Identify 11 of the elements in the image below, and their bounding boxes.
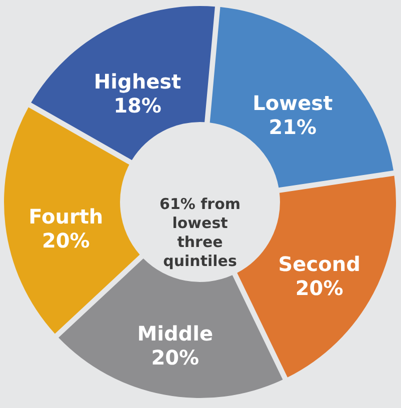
slice-label: Middle [137, 322, 214, 346]
slice-label: Second [278, 252, 360, 276]
data-label: 20% [42, 228, 90, 253]
data-label: 18% [114, 93, 162, 118]
data-label: 20% [151, 346, 200, 370]
text: 61% from lowest three quintiles [160, 195, 240, 270]
data-label: 21% [268, 114, 317, 139]
slice-label: Fourth [28, 204, 104, 229]
data-label: 20% [295, 276, 344, 300]
slice-label: Highest [94, 69, 182, 94]
slice-label: Lowest [252, 90, 334, 115]
